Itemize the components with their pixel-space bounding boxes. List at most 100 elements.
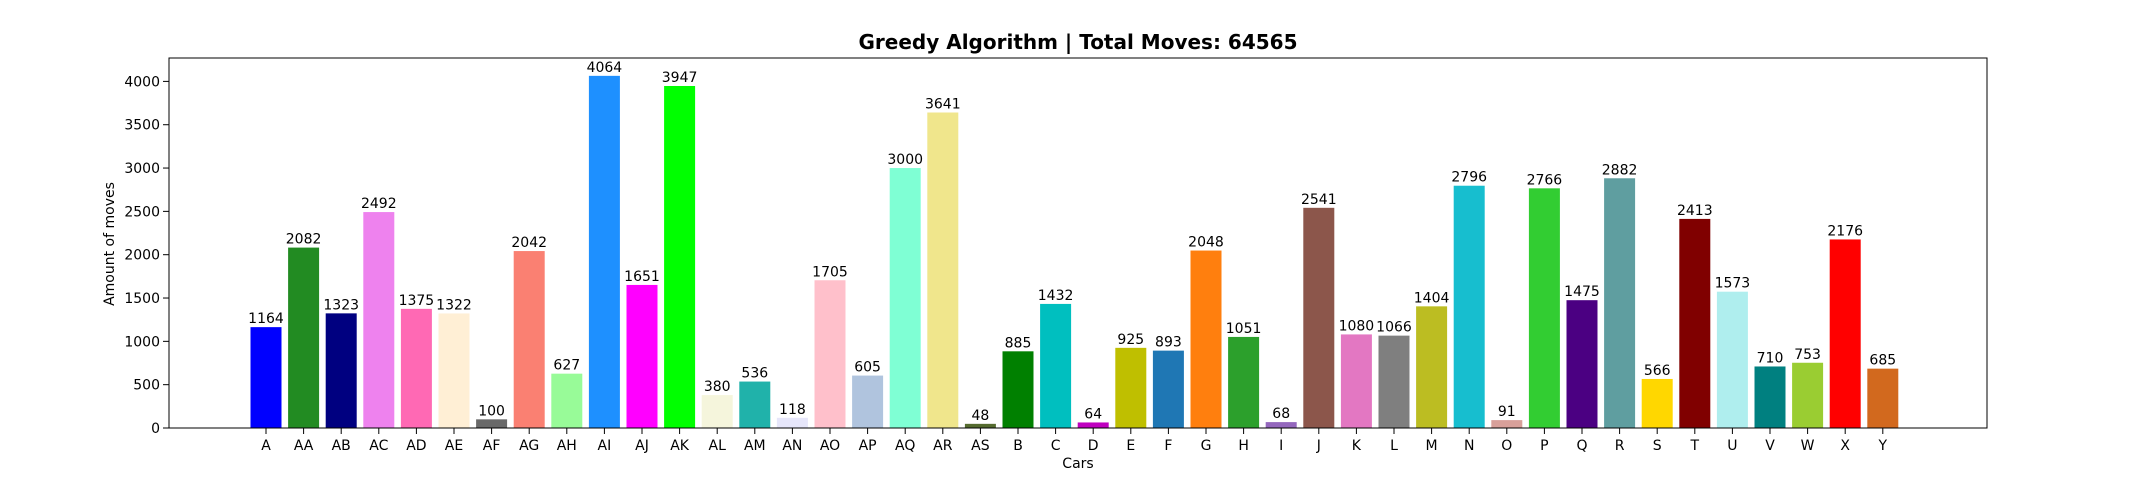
- data-label: 925: [1117, 332, 1144, 348]
- bar-ao: [814, 280, 846, 428]
- x-tick-label: AI: [598, 438, 612, 454]
- x-tick-label: J: [1316, 438, 1321, 454]
- bar-c: [1040, 303, 1072, 428]
- bar-o: [1491, 420, 1523, 428]
- data-label: 536: [741, 366, 768, 382]
- bar-aj: [626, 284, 658, 428]
- x-tick-label: AB: [332, 438, 351, 454]
- data-label: 2766: [1527, 172, 1563, 188]
- data-label: 68: [1272, 406, 1290, 422]
- bar-b: [1002, 351, 1034, 428]
- x-tick-label: O: [1501, 438, 1512, 454]
- bars-group: [250, 75, 1899, 429]
- bar-r: [1604, 178, 1636, 428]
- x-tick-label: M: [1426, 438, 1438, 454]
- bar-ag: [513, 251, 545, 428]
- x-tick-label: AK: [670, 438, 690, 454]
- x-tick-label: H: [1238, 438, 1249, 454]
- bar-k: [1340, 334, 1372, 428]
- x-tick-label: AS: [971, 438, 990, 454]
- data-label: 2048: [1188, 235, 1224, 251]
- data-label: 566: [1644, 363, 1671, 379]
- bar-ah: [551, 373, 583, 428]
- x-tick-label: P: [1540, 438, 1548, 454]
- y-tick-label: 2500: [124, 204, 160, 220]
- x-tick-label: AD: [406, 438, 426, 454]
- plot-area-frame: [168, 57, 1988, 429]
- bar-v: [1754, 366, 1786, 428]
- data-label: 893: [1155, 335, 1182, 351]
- data-label: 2413: [1677, 203, 1713, 219]
- x-tick-label: AP: [859, 438, 877, 454]
- bar-ar: [927, 112, 959, 428]
- x-tick-label: AQ: [895, 438, 915, 454]
- data-label: 3641: [925, 97, 961, 113]
- y-tick-label: 0: [151, 421, 160, 437]
- data-label: 1432: [1038, 288, 1074, 304]
- data-label: 2492: [361, 196, 397, 212]
- x-tick-label: B: [1013, 438, 1023, 454]
- x-tick-label: R: [1615, 438, 1625, 454]
- x-tick-label: AH: [557, 438, 577, 454]
- bar-q: [1566, 300, 1598, 428]
- x-tick-label: AJ: [635, 438, 649, 454]
- y-tick-label: 4000: [124, 74, 160, 90]
- x-tick-label: AL: [709, 438, 727, 454]
- bar-as: [964, 423, 996, 428]
- data-label: 1051: [1226, 321, 1262, 337]
- data-label: 2082: [286, 232, 322, 248]
- data-label: 2882: [1602, 162, 1638, 178]
- x-tick-label: U: [1727, 438, 1737, 454]
- data-label: 380: [704, 379, 731, 395]
- x-tick-label: G: [1201, 438, 1212, 454]
- x-tick-label: Y: [1878, 438, 1888, 454]
- data-label: 885: [1005, 335, 1032, 351]
- bar-p: [1528, 188, 1560, 428]
- data-label: 1080: [1339, 318, 1375, 334]
- data-label: 3947: [662, 70, 698, 86]
- x-tick-label: F: [1164, 438, 1172, 454]
- x-tick-label: N: [1464, 438, 1474, 454]
- x-tick-label: AG: [519, 438, 539, 454]
- bar-h: [1228, 336, 1260, 428]
- bar-x: [1829, 239, 1861, 428]
- bar-u: [1716, 291, 1748, 428]
- x-tick-label: E: [1126, 438, 1135, 454]
- x-tick-label: W: [1801, 438, 1815, 454]
- bar-i: [1265, 422, 1297, 428]
- data-label: 1705: [812, 264, 848, 280]
- bar-j: [1303, 207, 1335, 428]
- x-tick-label: AE: [445, 438, 463, 454]
- y-tick-label: 500: [133, 378, 160, 394]
- bar-s: [1641, 378, 1673, 428]
- data-label: 1164: [248, 311, 284, 327]
- y-axis-label: Amount of moves: [102, 182, 118, 306]
- data-label: 685: [1869, 353, 1896, 369]
- bar-al: [701, 395, 733, 428]
- bar-t: [1679, 218, 1711, 428]
- x-axis-label: Cars: [1062, 456, 1093, 472]
- data-label: 48: [971, 408, 989, 424]
- x-tick-label: K: [1352, 438, 1362, 454]
- data-label: 1573: [1715, 276, 1751, 292]
- bar-ab: [325, 313, 357, 428]
- x-tick-label: AR: [933, 438, 953, 454]
- x-tick-label: L: [1390, 438, 1398, 454]
- x-tick-label: AO: [820, 438, 840, 454]
- data-label: 2541: [1301, 192, 1337, 208]
- data-label: 1375: [399, 293, 435, 309]
- x-tick-label: I: [1279, 438, 1283, 454]
- x-tick-label: A: [261, 438, 271, 454]
- bar-a: [250, 327, 282, 428]
- bar-ak: [664, 85, 696, 429]
- data-label: 1404: [1414, 290, 1450, 306]
- x-tick-label: S: [1653, 438, 1662, 454]
- y-tick-label: 3500: [124, 118, 160, 134]
- data-label: 91: [1498, 404, 1516, 420]
- bar-n: [1453, 185, 1485, 428]
- bar-ai: [588, 75, 620, 428]
- bar-ac: [363, 212, 395, 428]
- x-tick-label: X: [1840, 438, 1850, 454]
- data-label: 2042: [511, 235, 547, 251]
- x-tick-label: C: [1051, 438, 1061, 454]
